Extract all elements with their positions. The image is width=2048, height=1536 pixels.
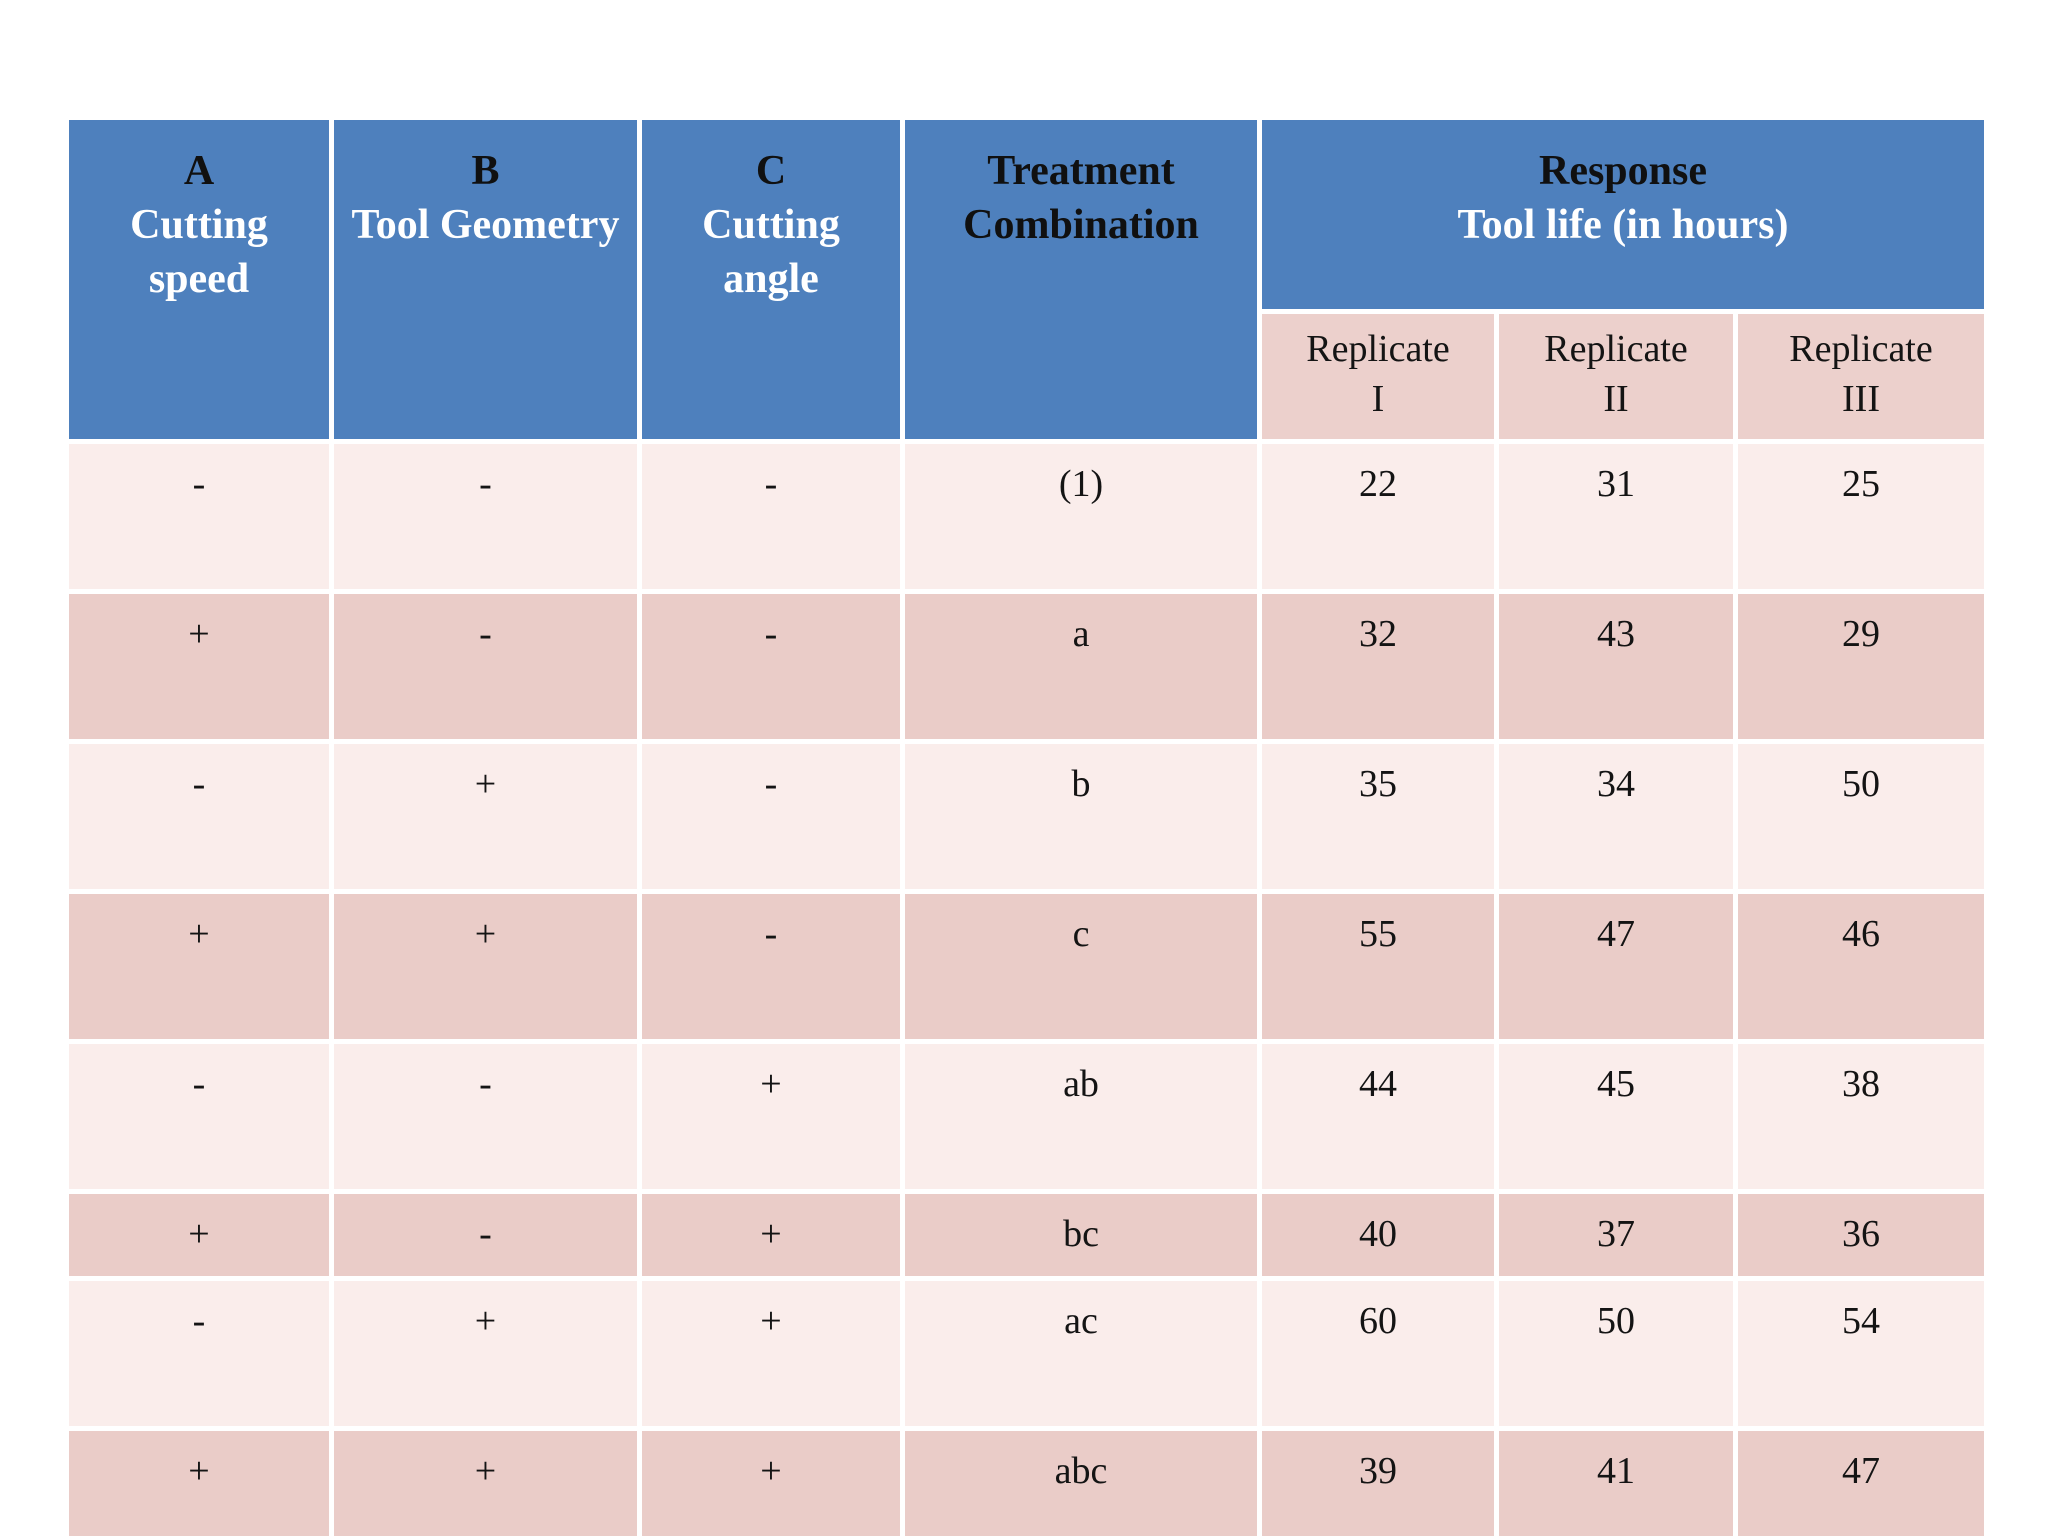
response-subtitle: Tool life (in hours) bbox=[1457, 202, 1789, 248]
sign-a: - bbox=[69, 444, 329, 589]
header-row-replicates: Replicate I Replicate II Replicate III bbox=[69, 314, 1984, 439]
table-row-treatment-bc: + - + bc 40 37 36 bbox=[69, 1194, 1984, 1276]
sign-a: + bbox=[69, 894, 329, 1039]
replicate-2-value: 47 bbox=[1499, 894, 1733, 1039]
treatment-label: ab bbox=[905, 1044, 1257, 1189]
sign-b: - bbox=[334, 444, 637, 589]
table-row-treatment-a: + - - a 32 43 29 bbox=[69, 594, 1984, 739]
table-row-treatment-b: - + - b 35 34 50 bbox=[69, 744, 1984, 889]
replicate-2-value: 37 bbox=[1499, 1194, 1733, 1276]
sign-b: + bbox=[334, 894, 637, 1039]
treatment-label: (1) bbox=[905, 444, 1257, 589]
factor-b-letter: B bbox=[471, 148, 500, 194]
replicate-1-value: 35 bbox=[1262, 744, 1494, 889]
replicate-2-value: 34 bbox=[1499, 744, 1733, 889]
treatment-label: c bbox=[905, 894, 1257, 1039]
sign-c: - bbox=[642, 444, 900, 589]
replicate-2-word: Replicate bbox=[1544, 328, 1688, 370]
header-response: Response Tool life (in hours) bbox=[1262, 120, 1984, 309]
sign-b: - bbox=[334, 594, 637, 739]
replicate-3-value: 47 bbox=[1738, 1431, 1984, 1536]
sign-b: + bbox=[334, 1431, 637, 1536]
treatment-label: b bbox=[905, 744, 1257, 889]
header-replicate-2: Replicate II bbox=[1499, 314, 1733, 439]
treatment-header-line1: Treatment bbox=[987, 148, 1175, 194]
sign-c: + bbox=[642, 1194, 900, 1276]
factor-c-letter: C bbox=[755, 148, 787, 194]
sign-a: - bbox=[69, 1281, 329, 1426]
sign-a: + bbox=[69, 1431, 329, 1536]
factorial-design-table: A Cutting speed B Tool Geometry C Cuttin… bbox=[64, 115, 1989, 1536]
table-row-treatment-1: - - - (1) 22 31 25 bbox=[69, 444, 1984, 589]
replicate-3-value: 46 bbox=[1738, 894, 1984, 1039]
header-factor-a: A Cutting speed bbox=[69, 120, 329, 439]
factor-a-letter: A bbox=[183, 148, 215, 194]
replicate-1-value: 60 bbox=[1262, 1281, 1494, 1426]
replicate-1-value: 40 bbox=[1262, 1194, 1494, 1276]
treatment-label: ac bbox=[905, 1281, 1257, 1426]
sign-a: - bbox=[69, 744, 329, 889]
header-row-main: A Cutting speed B Tool Geometry C Cuttin… bbox=[69, 120, 1984, 439]
sign-a: + bbox=[69, 1194, 329, 1276]
replicate-1-value: 32 bbox=[1262, 594, 1494, 739]
factor-b-name: Tool Geometry bbox=[351, 202, 620, 248]
replicate-1-value: 55 bbox=[1262, 894, 1494, 1039]
replicate-3-value: 29 bbox=[1738, 594, 1984, 739]
sign-a: + bbox=[69, 594, 329, 739]
replicate-3-value: 38 bbox=[1738, 1044, 1984, 1189]
replicate-2-value: 41 bbox=[1499, 1431, 1733, 1536]
replicate-2-value: 50 bbox=[1499, 1281, 1733, 1426]
replicate-1-value: 44 bbox=[1262, 1044, 1494, 1189]
replicate-3-numeral: III bbox=[1842, 378, 1880, 420]
replicate-3-value: 50 bbox=[1738, 744, 1984, 889]
factor-a-name-line1: Cutting bbox=[130, 202, 268, 248]
treatment-header-line2: Combination bbox=[963, 202, 1199, 248]
replicate-1-value: 22 bbox=[1262, 444, 1494, 589]
replicate-1-numeral: I bbox=[1371, 378, 1385, 420]
treatment-label: abc bbox=[905, 1431, 1257, 1536]
sign-c: - bbox=[642, 594, 900, 739]
replicate-1-word: Replicate bbox=[1306, 328, 1450, 370]
sign-c: + bbox=[642, 1044, 900, 1189]
table-row-treatment-abc: + + + abc 39 41 47 bbox=[69, 1431, 1984, 1536]
replicate-2-value: 43 bbox=[1499, 594, 1733, 739]
header-treatment-combination: Treatment Combination bbox=[905, 120, 1257, 439]
sign-b: + bbox=[334, 744, 637, 889]
sign-a: - bbox=[69, 1044, 329, 1189]
factor-c-name-line1: Cutting bbox=[702, 202, 840, 248]
table-row-treatment-ab: - - + ab 44 45 38 bbox=[69, 1044, 1984, 1189]
replicate-2-value: 31 bbox=[1499, 444, 1733, 589]
table-row-treatment-c: + + - c 55 47 46 bbox=[69, 894, 1984, 1039]
replicate-2-value: 45 bbox=[1499, 1044, 1733, 1189]
treatment-label: bc bbox=[905, 1194, 1257, 1276]
sign-c: - bbox=[642, 894, 900, 1039]
sign-b: - bbox=[334, 1044, 637, 1189]
replicate-3-value: 25 bbox=[1738, 444, 1984, 589]
sign-c: + bbox=[642, 1281, 900, 1426]
replicate-1-value: 39 bbox=[1262, 1431, 1494, 1536]
response-title: Response bbox=[1538, 148, 1708, 194]
replicate-3-word: Replicate bbox=[1789, 328, 1933, 370]
replicate-3-value: 36 bbox=[1738, 1194, 1984, 1276]
header-replicate-1: Replicate I bbox=[1262, 314, 1494, 439]
replicate-3-value: 54 bbox=[1738, 1281, 1984, 1426]
sign-c: - bbox=[642, 744, 900, 889]
header-factor-b: B Tool Geometry bbox=[334, 120, 637, 439]
replicate-2-numeral: II bbox=[1603, 378, 1629, 420]
factor-c-name-line2: angle bbox=[723, 256, 819, 302]
sign-b: + bbox=[334, 1281, 637, 1426]
header-factor-c: C Cutting angle bbox=[642, 120, 900, 439]
sign-c: + bbox=[642, 1431, 900, 1536]
factor-a-name-line2: speed bbox=[148, 256, 250, 302]
table-row-treatment-ac: - + + ac 60 50 54 bbox=[69, 1281, 1984, 1426]
sign-b: - bbox=[334, 1194, 637, 1276]
header-replicate-3: Replicate III bbox=[1738, 314, 1984, 439]
treatment-label: a bbox=[905, 594, 1257, 739]
